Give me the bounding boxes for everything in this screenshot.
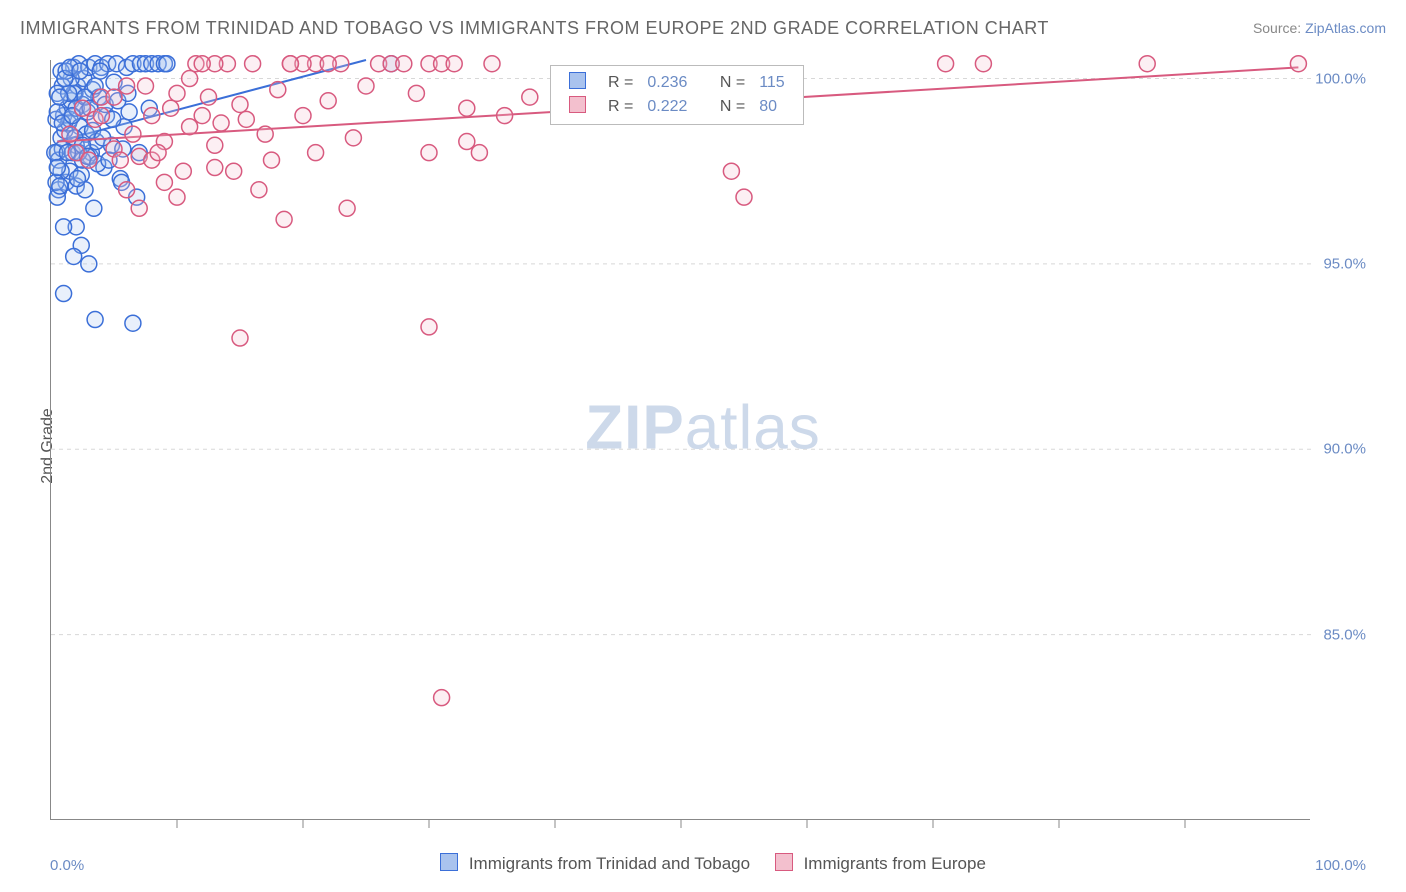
n-value-series1: 115 [759, 74, 785, 91]
source-link[interactable]: ZipAtlas.com [1305, 20, 1386, 36]
r-value-series1: 0.236 [647, 74, 687, 91]
legend-swatch-series2-icon [569, 96, 586, 113]
r-label: R = [608, 98, 633, 115]
legend-swatch-series1-icon [569, 72, 586, 89]
chart-title: IMMIGRANTS FROM TRINIDAD AND TOBAGO VS I… [20, 18, 1049, 39]
plot-area [50, 60, 1310, 820]
n-label: N = [720, 98, 745, 115]
legend-swatch-series1-icon [440, 853, 458, 871]
chart-container: IMMIGRANTS FROM TRINIDAD AND TOBAGO VS I… [0, 0, 1406, 892]
stats-legend-box: R = 0.236 N = 115 R = 0.222 N = 80 [550, 65, 804, 125]
y-tick-label: 100.0% [1315, 70, 1366, 87]
y-tick-label: 85.0% [1323, 626, 1366, 643]
y-tick-label: 95.0% [1323, 255, 1366, 272]
source-label: Source: ZipAtlas.com [1253, 20, 1386, 36]
legend-swatch-series2-icon [775, 853, 793, 871]
y-tick-label: 90.0% [1323, 441, 1366, 458]
n-label: N = [720, 74, 745, 91]
n-value-series2: 80 [759, 98, 777, 115]
source-prefix: Source: [1253, 20, 1305, 36]
r-value-series2: 0.222 [647, 98, 687, 115]
legend-label-series2: Immigrants from Europe [804, 854, 986, 873]
legend-bottom: Immigrants from Trinidad and Tobago Immi… [0, 853, 1406, 874]
stats-row-series2: R = 0.222 N = 80 [563, 96, 791, 118]
r-label: R = [608, 74, 633, 91]
plot-svg [51, 60, 1311, 820]
stats-row-series1: R = 0.236 N = 115 [563, 72, 791, 94]
legend-label-series1: Immigrants from Trinidad and Tobago [469, 854, 750, 873]
